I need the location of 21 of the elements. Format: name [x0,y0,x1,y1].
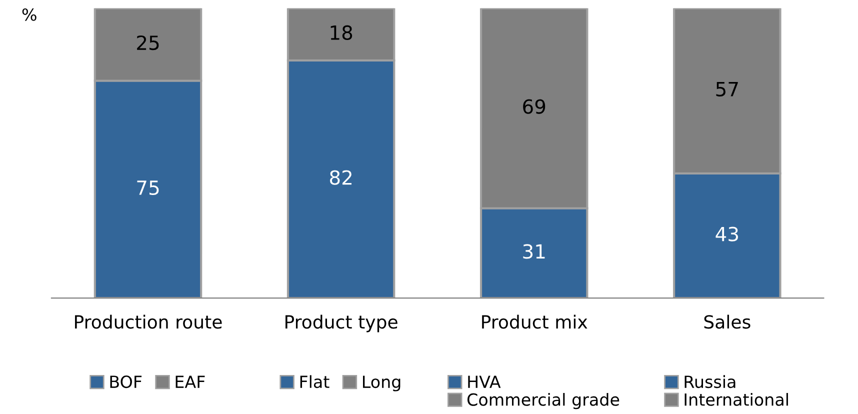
legend-label: Long [363,376,400,392]
legend-label: Russia [684,375,736,388]
data-label: 43 [716,226,738,242]
data-label: 69 [523,99,546,114]
legend-label: BOF [110,375,142,388]
data-label: 57 [716,82,738,97]
legend-label: International [684,392,788,406]
data-label: 25 [137,35,159,50]
legend-label: EAF [176,376,205,388]
data-label: 82 [330,170,352,185]
x-tick-label: Product type [286,314,398,332]
x-tick-label: Sales [704,314,750,329]
y-axis-title: % [22,8,36,21]
legend-label: Commercial grade [467,392,620,410]
data-label: 18 [330,25,352,40]
data-label: 31 [523,244,545,259]
x-tick-label: Product mix [482,314,588,329]
x-tick-label: Production route [75,314,222,329]
legend-label: Flat [300,375,330,388]
data-label: 75 [137,180,159,196]
legend-label: HVA [468,376,501,388]
